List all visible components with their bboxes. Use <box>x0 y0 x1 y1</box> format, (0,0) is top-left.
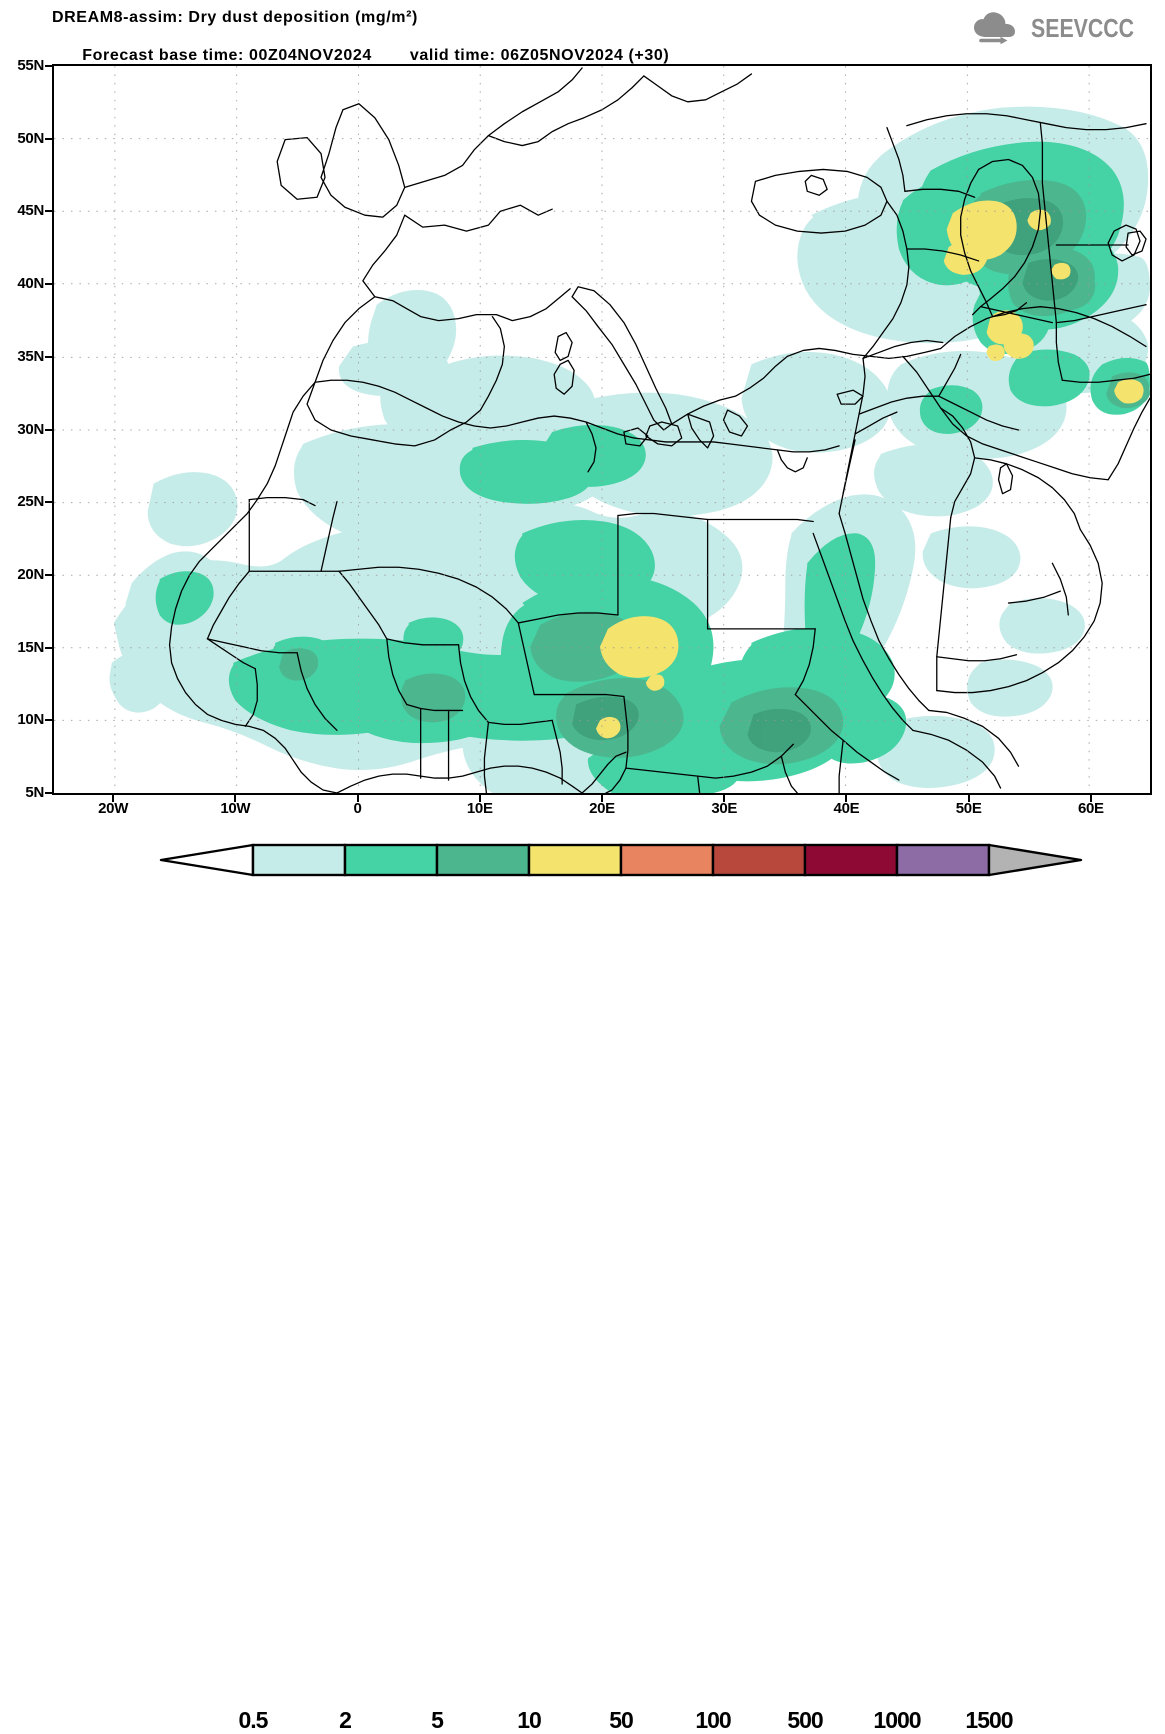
chart-title: DREAM8-assim: Dry dust deposition (mg/m²… <box>52 9 418 26</box>
dust-deposition-map <box>54 66 1150 793</box>
x-axis-label-10w: 10W <box>220 800 251 817</box>
y-axis-tick <box>45 355 52 358</box>
x-axis-tick <box>112 795 115 802</box>
seevccc-logo: SEEVCCC <box>972 8 1157 48</box>
colorbar-over-arrow <box>987 843 1083 877</box>
x-axis-label-60e: 60E <box>1077 800 1104 817</box>
x-axis-label-40e: 40E <box>833 800 860 817</box>
y-axis-label-10n: 10N <box>17 711 44 729</box>
forecast-base-time: Forecast base time: 00Z04NOV2024 <box>82 47 372 64</box>
colorbar-tick-7: 1000 <box>873 1707 921 1733</box>
y-axis-label-25n: 25N <box>17 493 44 511</box>
coastline-layer <box>168 67 1150 793</box>
colorbar: 0.5 2 5 10 50 100 500 1000 1500 <box>0 838 1165 1733</box>
x-axis-tick <box>1089 795 1092 802</box>
y-axis-label-40n: 40N <box>17 275 44 293</box>
x-axis-label-0: 0 <box>353 800 362 817</box>
colorbar-tick-8: 1500 <box>965 1707 1013 1733</box>
x-axis-tick <box>723 795 726 802</box>
x-axis-label-10e: 10E <box>466 800 493 817</box>
y-axis-tick <box>45 210 52 213</box>
graticule-layer <box>54 66 1150 793</box>
colorbar-under-arrow <box>159 843 255 877</box>
colorbar-tick-2: 5 <box>431 1707 444 1733</box>
y-axis-label-50n: 50N <box>17 129 44 147</box>
cloud-wind-icon <box>974 12 1016 45</box>
x-axis-label-50e: 50E <box>955 800 982 817</box>
forecast-valid-time: valid time: 06Z05NOV2024 (+30) <box>409 47 670 64</box>
colorbar-tick-1: 2 <box>339 1707 352 1733</box>
y-axis-label-20n: 20N <box>17 565 44 583</box>
header: DREAM8-assim: Dry dust deposition (mg/m²… <box>0 0 1165 64</box>
x-axis-tick <box>478 795 481 802</box>
y-axis-label-35n: 35N <box>17 347 44 365</box>
x-axis-label-30e: 30E <box>711 800 738 817</box>
y-axis-label-45n: 45N <box>17 202 44 220</box>
y-axis-tick <box>45 137 52 140</box>
y-axis-tick <box>45 501 52 504</box>
colorbar-tick-6: 500 <box>787 1707 823 1733</box>
colorbar-swatches <box>159 843 1083 877</box>
y-axis-label-5n: 5N <box>25 784 44 801</box>
y-axis-tick <box>45 719 52 722</box>
colorbar-tick-5: 100 <box>695 1707 731 1733</box>
x-axis-tick <box>601 795 603 802</box>
y-axis-tick <box>45 65 52 67</box>
colorbar-tick-0: 0.5 <box>238 1707 269 1733</box>
x-axis-tick <box>845 795 848 802</box>
y-axis-label-15n: 15N <box>17 638 44 656</box>
title-block: DREAM8-assim: Dry dust deposition (mg/m²… <box>52 8 669 84</box>
y-axis-tick <box>45 646 52 649</box>
y-axis-label-30n: 30N <box>17 420 44 438</box>
colorbar-tick-3: 10 <box>517 1707 542 1733</box>
x-axis-tick <box>356 795 359 802</box>
logo-text: SEEVCCC <box>1031 12 1135 43</box>
colorbar-tick-4: 50 <box>609 1707 634 1733</box>
x-axis-tick <box>234 795 237 802</box>
contour-fill-layer <box>109 106 1150 793</box>
y-axis-label-55n: 55N <box>17 57 44 74</box>
x-axis-label-20w: 20W <box>98 800 129 817</box>
y-axis-tick <box>45 792 52 794</box>
chart-subtitle: Forecast base time: 00Z04NOV2024 valid ti… <box>52 27 669 84</box>
y-axis-tick <box>45 573 52 576</box>
y-axis-tick <box>45 283 52 286</box>
y-axis-tick <box>45 428 52 431</box>
x-axis-label-20e: 20E <box>589 800 615 817</box>
map-plot-area <box>52 64 1152 795</box>
x-axis-tick <box>967 795 970 802</box>
